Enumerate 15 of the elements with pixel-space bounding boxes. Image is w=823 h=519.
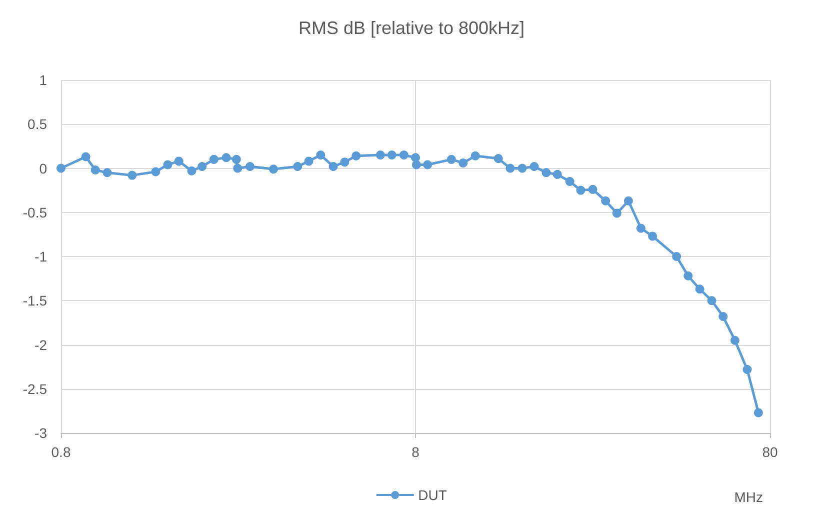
x-tick-label: 8 bbox=[412, 444, 420, 460]
y-tick-label: 0.5 bbox=[28, 116, 48, 132]
y-tick-label: -0.5 bbox=[22, 204, 48, 220]
x-tick-label: 0.8 bbox=[51, 444, 71, 460]
y-tick-label: -2 bbox=[34, 336, 48, 353]
chart-title: RMS dB [relative to 800kHz] bbox=[298, 18, 525, 38]
y-tick-label: -1.5 bbox=[22, 292, 48, 309]
x-axis-title: MHz bbox=[734, 489, 764, 505]
legend-label: DUT bbox=[418, 487, 448, 503]
y-tick-label: -1 bbox=[34, 248, 48, 264]
y-tick-label: 1 bbox=[39, 72, 48, 88]
y-tick-label: 0 bbox=[39, 160, 48, 176]
x-tick-label: 80 bbox=[762, 444, 778, 460]
y-tick-label: -3 bbox=[34, 425, 48, 441]
y-tick-label: -2.5 bbox=[22, 380, 48, 397]
